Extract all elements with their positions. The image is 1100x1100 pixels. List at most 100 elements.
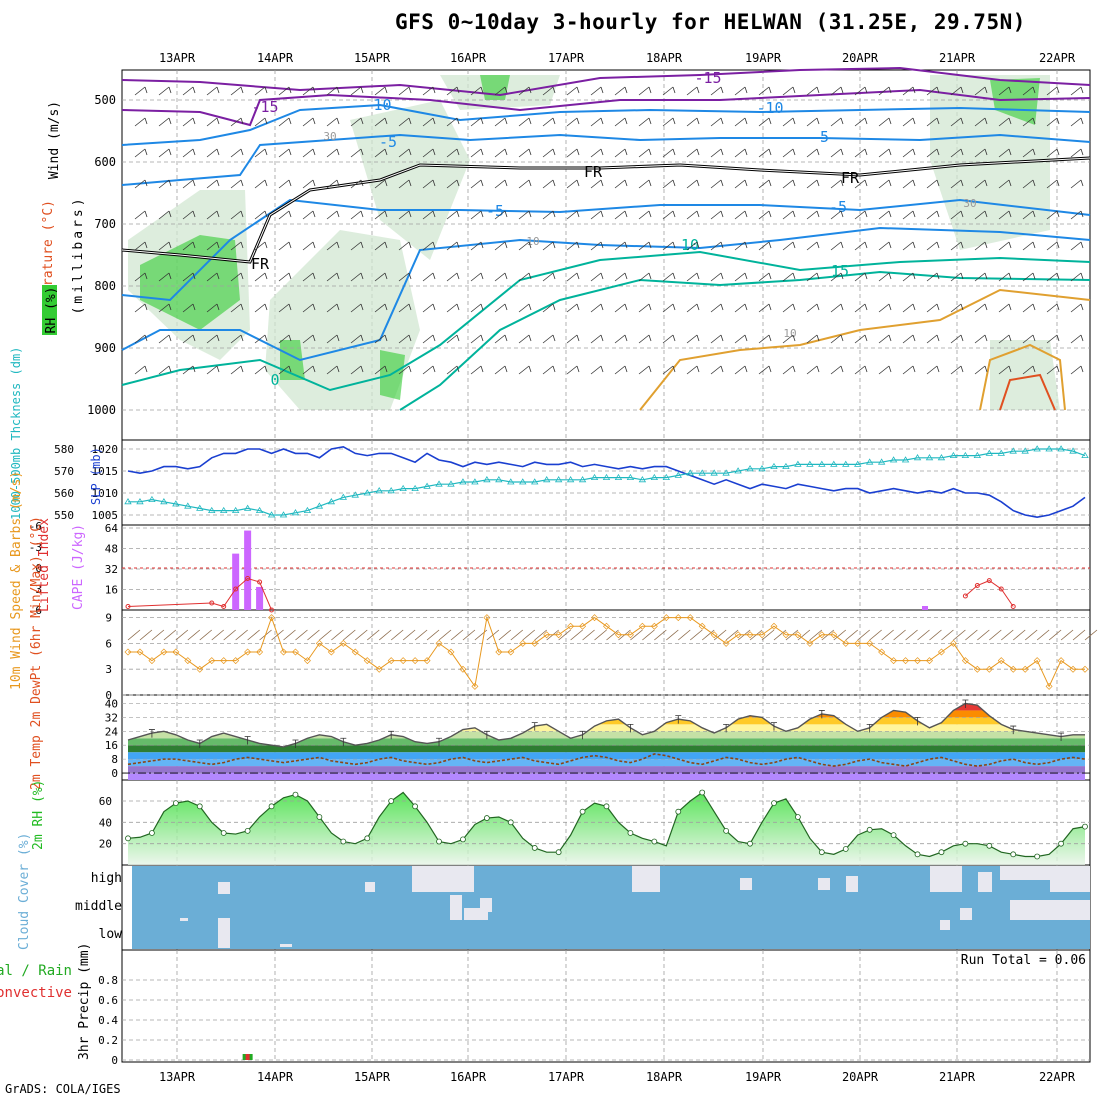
wind10m-marker (327, 648, 335, 656)
wind-barb-shaft (1070, 210, 1082, 220)
wind-barb-shaft (974, 86, 986, 96)
wind-barb-shaft (326, 210, 338, 220)
rh-marker (914, 851, 921, 858)
wind-barb (590, 365, 604, 375)
wind-barb (710, 365, 724, 375)
wind-barb (230, 148, 244, 158)
wind-barb-flag (168, 210, 172, 218)
cloud-gap (218, 918, 230, 948)
wind-barb (518, 365, 532, 375)
wind-barb-flag (696, 334, 700, 342)
rh-marker (771, 800, 777, 807)
wind-barb-shaft (1070, 86, 1082, 96)
wind-barb (470, 241, 484, 251)
thickness-marker (650, 473, 659, 480)
wind-barb-shaft (566, 86, 578, 96)
wind-barb-flag (936, 303, 940, 311)
wind-barb (518, 179, 532, 189)
wind-barb-shaft (734, 210, 746, 220)
wind-barb-flag (792, 148, 796, 156)
wind-barb-flag (456, 272, 460, 280)
wind-barb (518, 272, 532, 282)
wind-barb-flag (1032, 272, 1036, 280)
wind-barb-shaft (710, 179, 722, 189)
wind-tick: 6 (105, 637, 112, 650)
wind-barb (254, 241, 268, 251)
wind-barb (830, 272, 844, 282)
wind-barb-flag (456, 117, 460, 125)
wind-barb (134, 117, 148, 127)
wind-barb (638, 179, 652, 189)
li-marker (233, 586, 239, 592)
wind10m-barb (331, 629, 344, 641)
wind-barb-flag (744, 334, 748, 342)
wind-barb-flag (840, 303, 844, 311)
wind-barb-flag (984, 272, 988, 280)
wind-barb-flag (840, 241, 844, 249)
wind10m-barb (725, 629, 739, 641)
wind-barb (806, 365, 820, 375)
wind-barb-flag (1080, 241, 1084, 249)
wind-barb-shaft (134, 303, 146, 313)
wind10m-barb (223, 629, 236, 641)
wind-barb-flag (144, 241, 148, 249)
wind-barb-shaft (302, 241, 314, 251)
thickness-marker (231, 506, 240, 513)
wind-barb-shaft (734, 303, 746, 313)
wind-barb-shaft (254, 179, 266, 189)
wind-barb (206, 148, 220, 158)
wind-barb (758, 210, 772, 220)
rh-marker (627, 830, 634, 836)
wind-barb-shaft (974, 148, 986, 158)
wind10m-marker (662, 614, 670, 622)
wind-barb-shaft (542, 365, 554, 375)
pressure-tick: 500 (94, 93, 116, 107)
wind-barb (926, 272, 940, 282)
wind-barb (782, 272, 796, 282)
wind-barb (1070, 86, 1084, 96)
rh-marker (699, 789, 706, 796)
wind-barb-flag (360, 365, 364, 373)
cape-tick: 48 (105, 543, 118, 556)
wind-barb (950, 241, 964, 251)
wind10m-marker (782, 631, 790, 639)
wind-barb (662, 179, 676, 189)
contour-label: -5 (811, 128, 829, 146)
wind-barb (566, 179, 580, 189)
wind-barb (614, 117, 628, 127)
wind-barb-flag (912, 241, 916, 249)
wind-barb-shaft (350, 86, 362, 96)
wind-barb (590, 179, 604, 189)
wind-barb-shaft (278, 241, 290, 251)
wind-barb (710, 272, 724, 282)
wind-barb-flag (936, 241, 940, 249)
wind-barb-flag (624, 117, 628, 125)
wind-barb-flag (168, 272, 172, 280)
wind-barb-shaft (518, 117, 530, 127)
wind-barb-flag (648, 210, 652, 218)
wind-barb-flag (408, 117, 412, 125)
wind-barb-shaft (998, 365, 1010, 375)
wind-barb-flag (792, 303, 796, 311)
wind-barb-shaft (662, 179, 674, 189)
wind-barb-shaft (302, 210, 314, 220)
wind-barb (446, 272, 460, 282)
wind10m-marker (1033, 657, 1041, 665)
cloud-gap (365, 882, 375, 892)
rh-marker (1010, 851, 1017, 858)
wind-barb-flag (1056, 303, 1060, 311)
wind-barb-shaft (518, 86, 530, 96)
wind-barb-flag (192, 365, 196, 373)
wind-barb-shaft (998, 241, 1010, 251)
wind-barb-shaft (782, 303, 794, 313)
wind-barb-flag (888, 365, 892, 373)
wind-barb-shaft (950, 241, 962, 251)
wind-barb-flag (312, 241, 316, 249)
wind-barb-shaft (206, 117, 218, 127)
wind-barb-shaft (398, 86, 410, 96)
wind10m-barb (390, 629, 404, 641)
wind-barb-flag (384, 272, 388, 280)
wind-barb-shaft (158, 148, 170, 158)
slp-tick: 1005 (92, 509, 119, 522)
wind10m-barb (378, 629, 392, 641)
